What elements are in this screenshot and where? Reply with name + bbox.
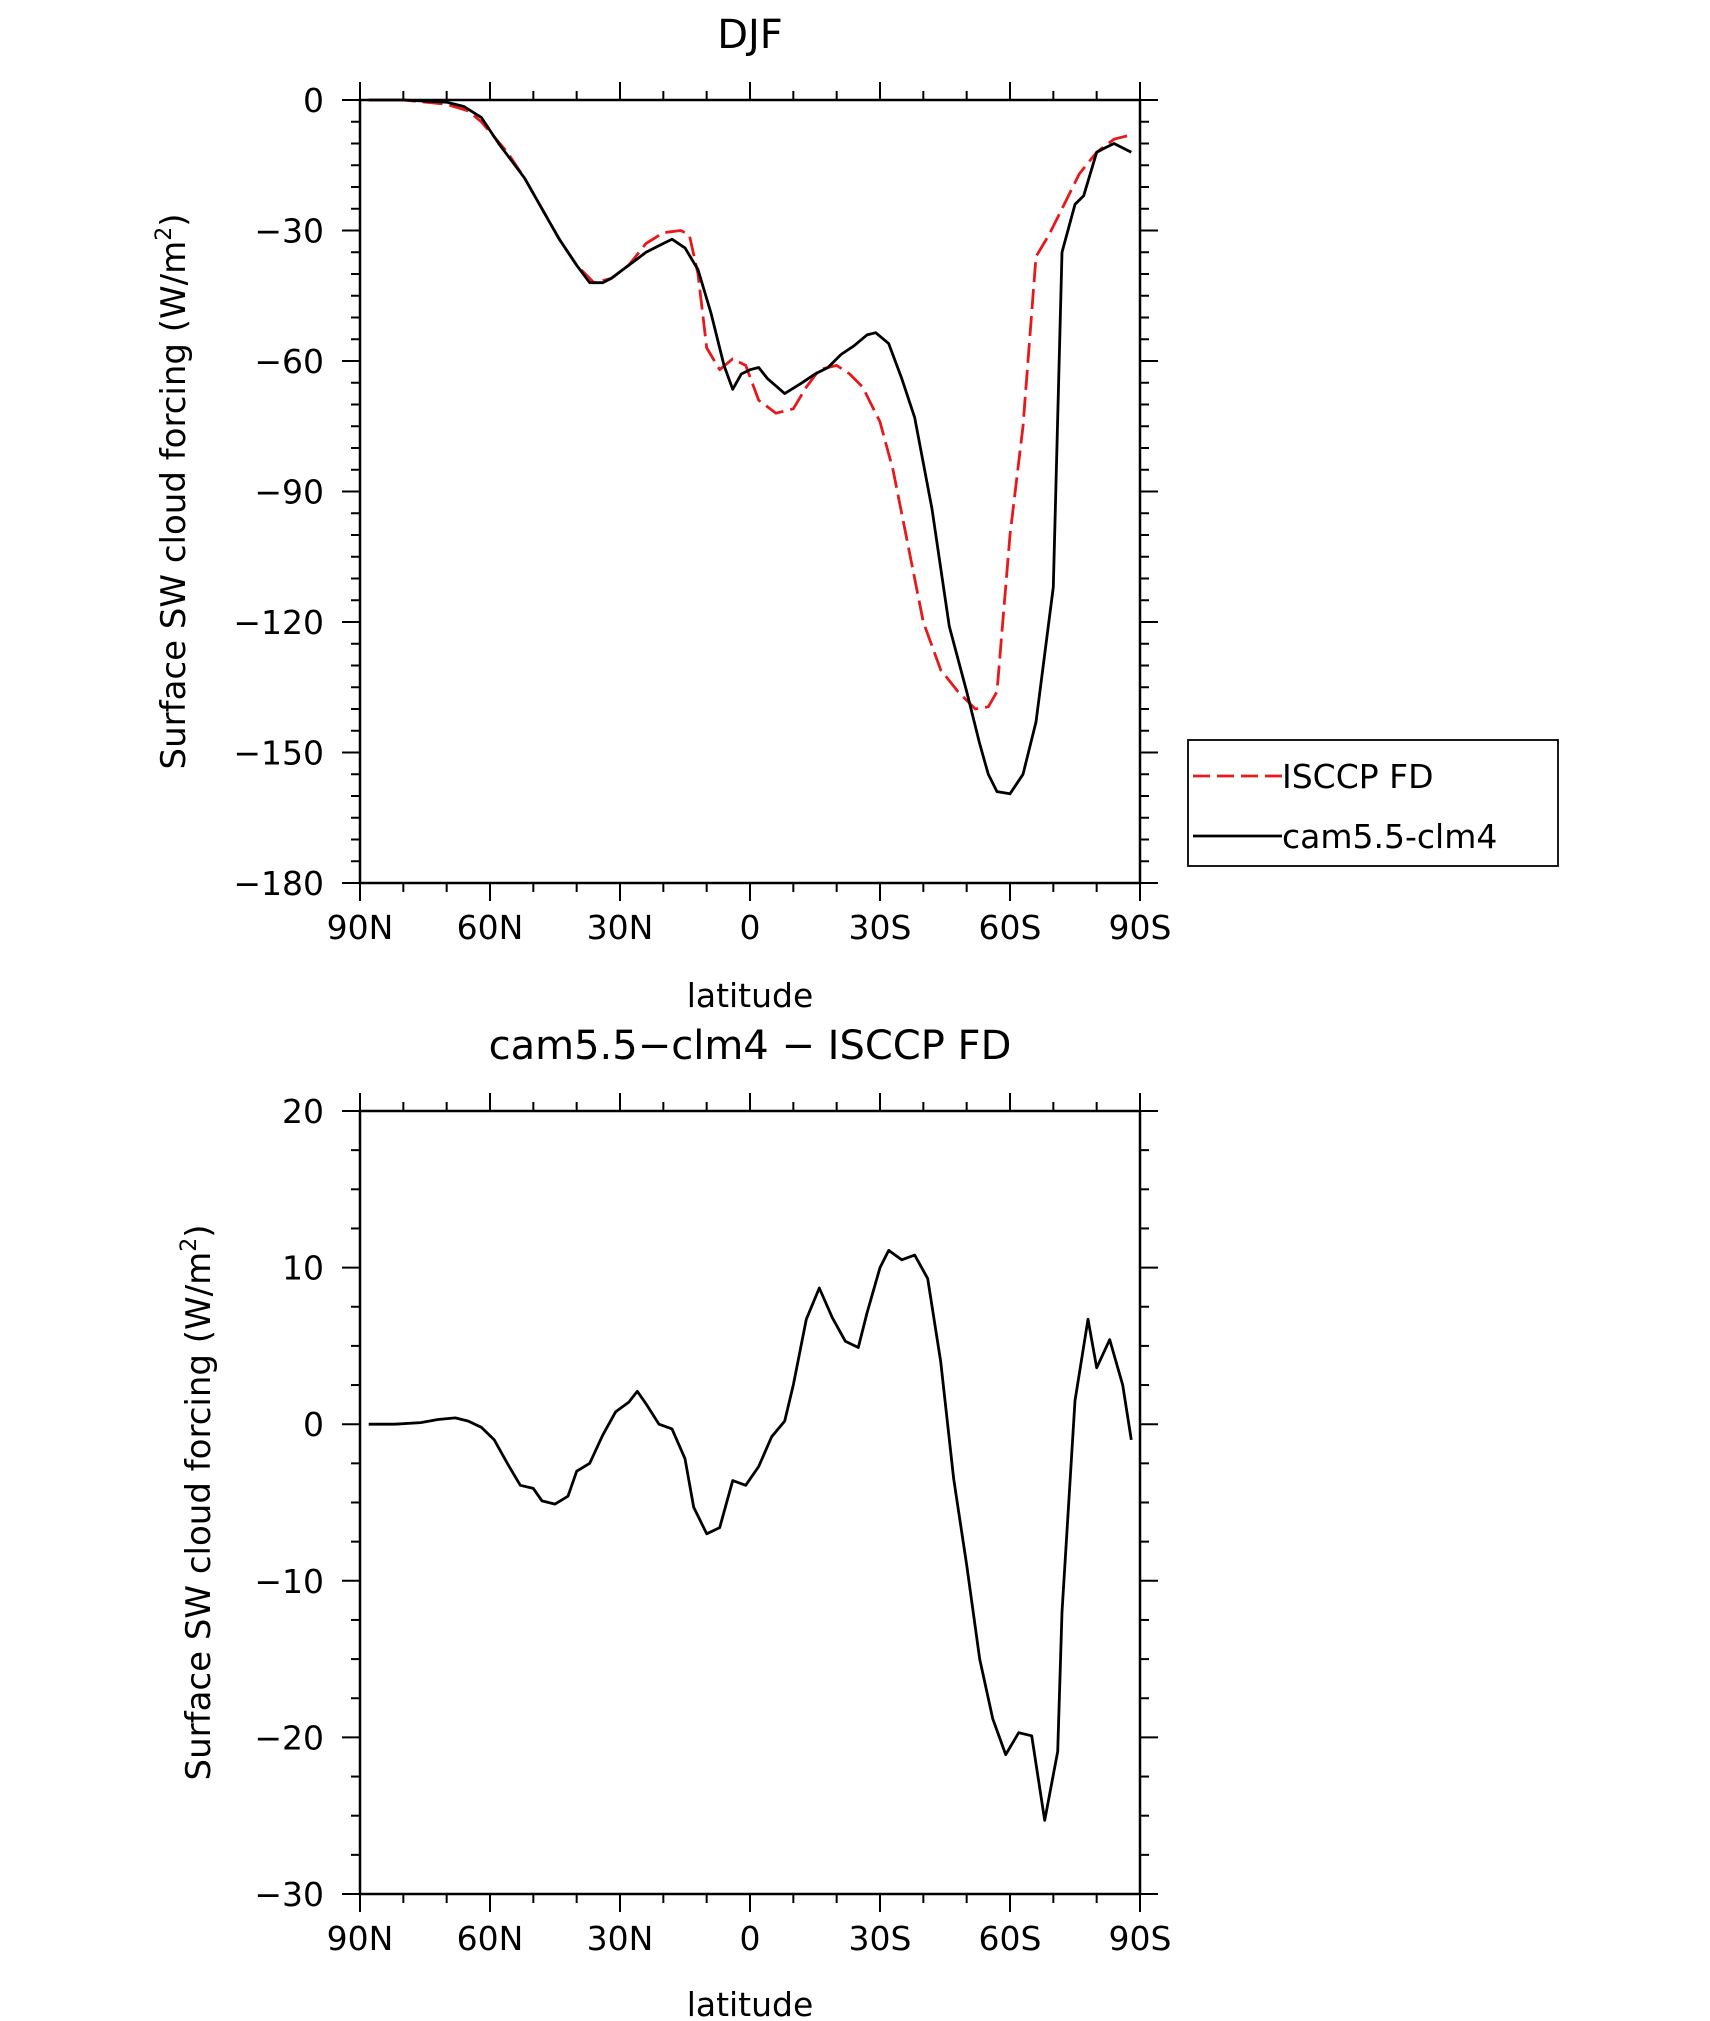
y-axis-label: Surface SW cloud forcing (W/m2) bbox=[177, 1224, 219, 1780]
x-tick-label: 90S bbox=[1109, 1919, 1172, 1958]
y-tick-label: −30 bbox=[254, 212, 324, 251]
djf-panel: 90N 60N 30N 0 30S 60S 90S 0 −30 −60 −90 −120 −150 −18… bbox=[152, 12, 1171, 1015]
x-tick-label: 60S bbox=[979, 1919, 1042, 1958]
y-tick-label: 20 bbox=[282, 1092, 324, 1131]
y-axis-label-superscript: 2 bbox=[177, 1238, 202, 1252]
series-line-isccp-fd bbox=[368, 98, 1132, 711]
x-tick-label: 30S bbox=[849, 1919, 912, 1958]
legend-label-0: ISCCP FD bbox=[1282, 757, 1434, 796]
y-tick-label: 0 bbox=[303, 81, 324, 120]
y-axis-label-close: ) bbox=[154, 213, 194, 226]
x-tick-label: 30S bbox=[849, 908, 912, 947]
y-tick-label: −120 bbox=[233, 603, 324, 642]
y-tick-label: −150 bbox=[233, 734, 324, 773]
x-tick-label: 0 bbox=[740, 1919, 761, 1958]
y-axis-label-text: Surface SW cloud forcing (W/m bbox=[154, 241, 194, 770]
y-tick-label: −90 bbox=[254, 473, 324, 512]
legend-box bbox=[1187, 739, 1559, 867]
chart-title: cam5.5−clm4 − ISCCP FD bbox=[489, 1023, 1012, 1069]
y-tick-label: −60 bbox=[254, 342, 324, 381]
chart-title: DJF bbox=[717, 12, 783, 58]
y-tick-label: 0 bbox=[303, 1405, 324, 1444]
x-tick-label: 60N bbox=[457, 908, 524, 947]
x-tick-label: 90S bbox=[1109, 908, 1172, 947]
x-tick-label: 90N bbox=[327, 908, 394, 947]
legend: ISCCP FD cam5.5-clm4 bbox=[1187, 739, 1559, 867]
y-tick-label: −30 bbox=[254, 1875, 324, 1914]
x-tick-label: 0 bbox=[740, 908, 761, 947]
plot-frame bbox=[358, 1109, 1142, 1896]
legend-label-1: cam5.5-clm4 bbox=[1282, 817, 1497, 856]
y-tick-label: −10 bbox=[254, 1562, 324, 1601]
x-tick-label: 60S bbox=[979, 908, 1042, 947]
series-line-cam5-5-clm4 bbox=[368, 98, 1132, 796]
y-tick-label: −20 bbox=[254, 1718, 324, 1757]
x-axis-label: latitude bbox=[687, 1985, 814, 2021]
plot-frame bbox=[358, 98, 1142, 885]
y-axis-label-superscript: 2 bbox=[152, 227, 177, 241]
y-tick-label: −180 bbox=[233, 864, 324, 903]
x-tick-label: 60N bbox=[457, 1919, 524, 1958]
y-axis-label: Surface SW cloud forcing (W/m2) bbox=[152, 213, 194, 769]
difference-series-line bbox=[368, 1249, 1133, 1822]
y-tick-label: 10 bbox=[282, 1249, 324, 1288]
x-tick-label: 90N bbox=[327, 1919, 394, 1958]
y-axis-label-close: ) bbox=[179, 1224, 219, 1237]
x-tick-label: 30N bbox=[587, 1919, 654, 1958]
x-axis-label: latitude bbox=[687, 976, 814, 1015]
difference-panel: 90N 60N 30N 0 30S 60S 90S 20 10 0 −10 −20 −30 cam5.5−… bbox=[177, 1023, 1171, 2021]
x-tick-label: 30N bbox=[587, 908, 654, 947]
y-axis-label-text: Surface SW cloud forcing (W/m bbox=[179, 1252, 219, 1781]
